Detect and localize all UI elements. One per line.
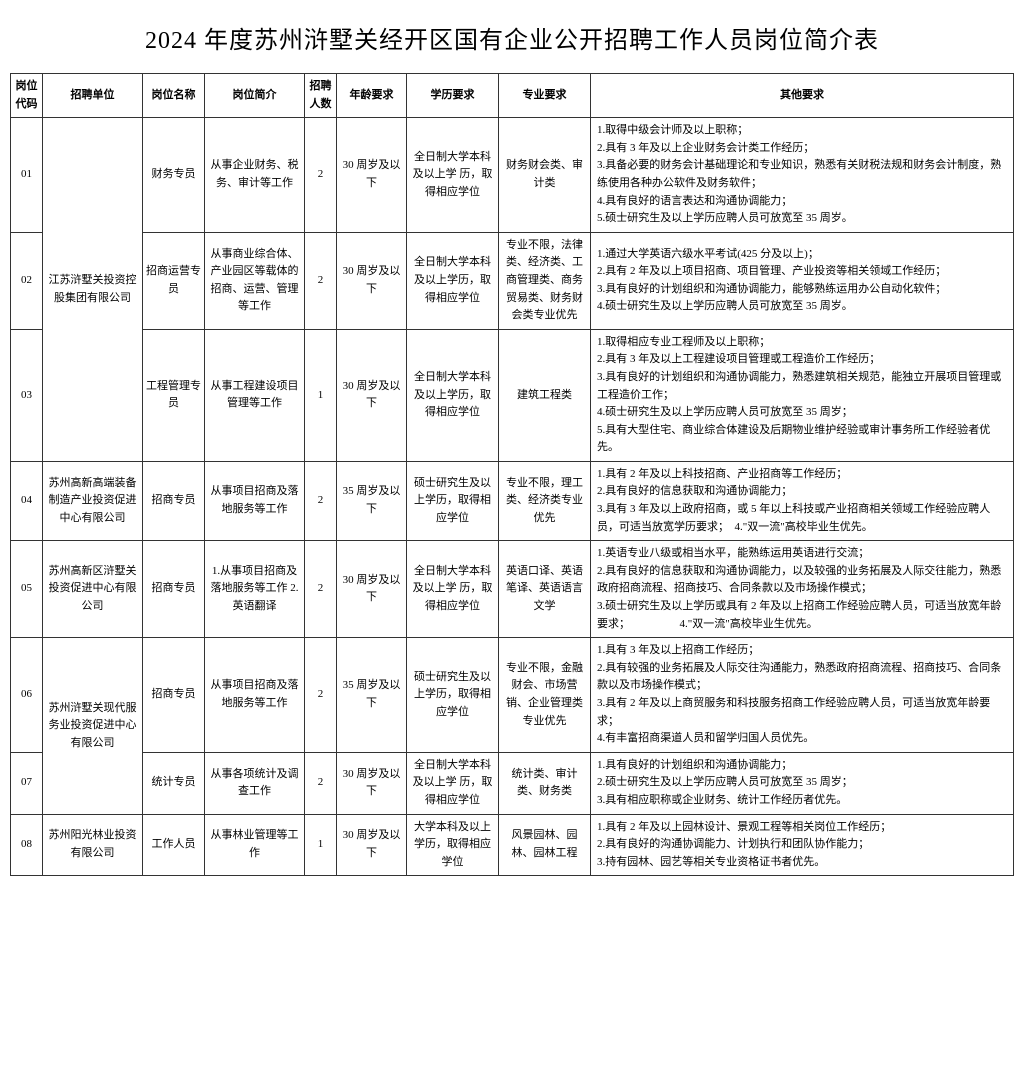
cell-desc: 从事工程建设项目管理等工作 [205, 329, 305, 461]
cell-posname: 统计专员 [143, 752, 205, 814]
header-other: 其他要求 [591, 74, 1014, 118]
table-row: 07 统计专员从事各项统计及调查工作230 周岁及以下全日制大学本科及以上学 历，… [11, 752, 1014, 814]
cell-major: 财务财会类、审计类 [499, 118, 591, 233]
cell-desc: 从事各项统计及调查工作 [205, 752, 305, 814]
cell-other: 1.具有 3 年及以上招商工作经历； 2.具有较强的业务拓展及人际交往沟通能力，… [591, 638, 1014, 753]
cell-code: 04 [11, 461, 43, 540]
header-code: 岗位代码 [11, 74, 43, 118]
cell-unit: 江苏浒墅关投资控股集团有限公司 [43, 118, 143, 462]
cell-posname: 财务专员 [143, 118, 205, 233]
cell-other: 1.具有 2 年及以上园林设计、景观工程等相关岗位工作经历； 2.具有良好的沟通… [591, 814, 1014, 876]
cell-major: 专业不限，理工类、经济类专业优先 [499, 461, 591, 540]
cell-edu: 全日制大学本科及以上学 历，取得相应学位 [407, 541, 499, 638]
header-desc: 岗位简介 [205, 74, 305, 118]
cell-other: 1.取得相应专业工程师及以上职称； 2.具有 3 年及以上工程建设项目管理或工程… [591, 329, 1014, 461]
cell-edu: 全日制大学本科及以上学历，取得相应学位 [407, 232, 499, 329]
cell-posname: 招商专员 [143, 541, 205, 638]
cell-count: 2 [305, 461, 337, 540]
cell-edu: 硕士研究生及以上学历，取得相应学位 [407, 461, 499, 540]
cell-posname: 工程管理专员 [143, 329, 205, 461]
table-row: 03 工程管理专员从事工程建设项目管理等工作130 周岁及以下全日制大学本科及以上… [11, 329, 1014, 461]
cell-age: 35 周岁及以下 [337, 461, 407, 540]
cell-age: 30 周岁及以下 [337, 814, 407, 876]
cell-count: 1 [305, 329, 337, 461]
cell-posname: 招商专员 [143, 638, 205, 753]
header-major: 专业要求 [499, 74, 591, 118]
cell-code: 06 [11, 638, 43, 753]
cell-other: 1.英语专业八级或相当水平，能熟练运用英语进行交流； 2.具有良好的信息获取和沟… [591, 541, 1014, 638]
cell-age: 30 周岁及以下 [337, 541, 407, 638]
cell-count: 2 [305, 541, 337, 638]
cell-count: 1 [305, 814, 337, 876]
cell-major: 专业不限，金融财会、市场营销、企业管理类专业优先 [499, 638, 591, 753]
cell-code: 08 [11, 814, 43, 876]
cell-edu: 硕士研究生及以上学历，取得相应学位 [407, 638, 499, 753]
cell-posname: 招商运营专员 [143, 232, 205, 329]
cell-edu: 全日制大学本科及以上学 历，取得相应学位 [407, 752, 499, 814]
cell-unit: 苏州阳光林业投资有限公司 [43, 814, 143, 876]
table-row: 08苏州阳光林业投资有限公司工作人员从事林业管理等工作130 周岁及以下大学本科… [11, 814, 1014, 876]
cell-count: 2 [305, 232, 337, 329]
cell-desc: 从事林业管理等工作 [205, 814, 305, 876]
cell-edu: 全日制大学本科及以上学 历，取得相应学位 [407, 118, 499, 233]
cell-other: 1.具有 2 年及以上科技招商、产业招商等工作经历； 2.具有良好的信息获取和沟… [591, 461, 1014, 540]
header-count: 招聘人数 [305, 74, 337, 118]
table-row: 02 招商运营专员从事商业综合体、产业园区等载体的招商、运营、管理等工作230 周… [11, 232, 1014, 329]
table-header-row: 岗位代码 招聘单位 岗位名称 岗位简介 招聘人数 年龄要求 学历要求 专业要求 … [11, 74, 1014, 118]
table-row: 05苏州高新区浒墅关投资促进中心有限公司招商专员1.从事项目招商及落地服务等工作… [11, 541, 1014, 638]
header-posname: 岗位名称 [143, 74, 205, 118]
cell-count: 2 [305, 638, 337, 753]
header-edu: 学历要求 [407, 74, 499, 118]
cell-posname: 招商专员 [143, 461, 205, 540]
recruitment-table: 岗位代码 招聘单位 岗位名称 岗位简介 招聘人数 年龄要求 学历要求 专业要求 … [10, 73, 1014, 876]
header-age: 年龄要求 [337, 74, 407, 118]
cell-age: 30 周岁及以下 [337, 118, 407, 233]
cell-major: 建筑工程类 [499, 329, 591, 461]
cell-code: 05 [11, 541, 43, 638]
cell-count: 2 [305, 118, 337, 233]
cell-other: 1.通过大学英语六级水平考试(425 分及以上)； 2.具有 2 年及以上项目招… [591, 232, 1014, 329]
cell-major: 风景园林、园林、园林工程 [499, 814, 591, 876]
cell-age: 30 周岁及以下 [337, 329, 407, 461]
cell-unit: 苏州高新高端装备制造产业投资促进中心有限公司 [43, 461, 143, 540]
cell-edu: 全日制大学本科及以上学历，取得相应学位 [407, 329, 499, 461]
cell-age: 35 周岁及以下 [337, 638, 407, 753]
cell-code: 03 [11, 329, 43, 461]
cell-major: 统计类、审计类、财务类 [499, 752, 591, 814]
table-row: 06苏州浒墅关现代服务业投资促进中心有限公司招商专员从事项目招商及落地服务等工作… [11, 638, 1014, 753]
cell-count: 2 [305, 752, 337, 814]
cell-major: 专业不限，法律类、经济类、工商管理类、商务贸易类、财务财会类专业优先 [499, 232, 591, 329]
cell-code: 07 [11, 752, 43, 814]
cell-desc: 1.从事项目招商及落地服务等工作 2.英语翻译 [205, 541, 305, 638]
cell-unit: 苏州高新区浒墅关投资促进中心有限公司 [43, 541, 143, 638]
cell-desc: 从事企业财务、税务、审计等工作 [205, 118, 305, 233]
cell-age: 30 周岁及以下 [337, 752, 407, 814]
cell-other: 1.具有良好的计划组织和沟通协调能力； 2.硕士研究生及以上学历应聘人员可放宽至… [591, 752, 1014, 814]
cell-age: 30 周岁及以下 [337, 232, 407, 329]
cell-other: 1.取得中级会计师及以上职称； 2.具有 3 年及以上企业财务会计类工作经历； … [591, 118, 1014, 233]
table-row: 04苏州高新高端装备制造产业投资促进中心有限公司招商专员从事项目招商及落地服务等… [11, 461, 1014, 540]
page-title: 2024 年度苏州浒墅关经开区国有企业公开招聘工作人员岗位简介表 [10, 20, 1014, 55]
cell-desc: 从事商业综合体、产业园区等载体的招商、运营、管理等工作 [205, 232, 305, 329]
cell-major: 英语口译、英语笔译、英语语言文学 [499, 541, 591, 638]
cell-posname: 工作人员 [143, 814, 205, 876]
cell-desc: 从事项目招商及落地服务等工作 [205, 461, 305, 540]
cell-edu: 大学本科及以上学历，取得相应学位 [407, 814, 499, 876]
table-row: 01江苏浒墅关投资控股集团有限公司财务专员从事企业财务、税务、审计等工作230 … [11, 118, 1014, 233]
cell-desc: 从事项目招商及落地服务等工作 [205, 638, 305, 753]
header-unit: 招聘单位 [43, 74, 143, 118]
cell-unit: 苏州浒墅关现代服务业投资促进中心有限公司 [43, 638, 143, 814]
cell-code: 02 [11, 232, 43, 329]
cell-code: 01 [11, 118, 43, 233]
